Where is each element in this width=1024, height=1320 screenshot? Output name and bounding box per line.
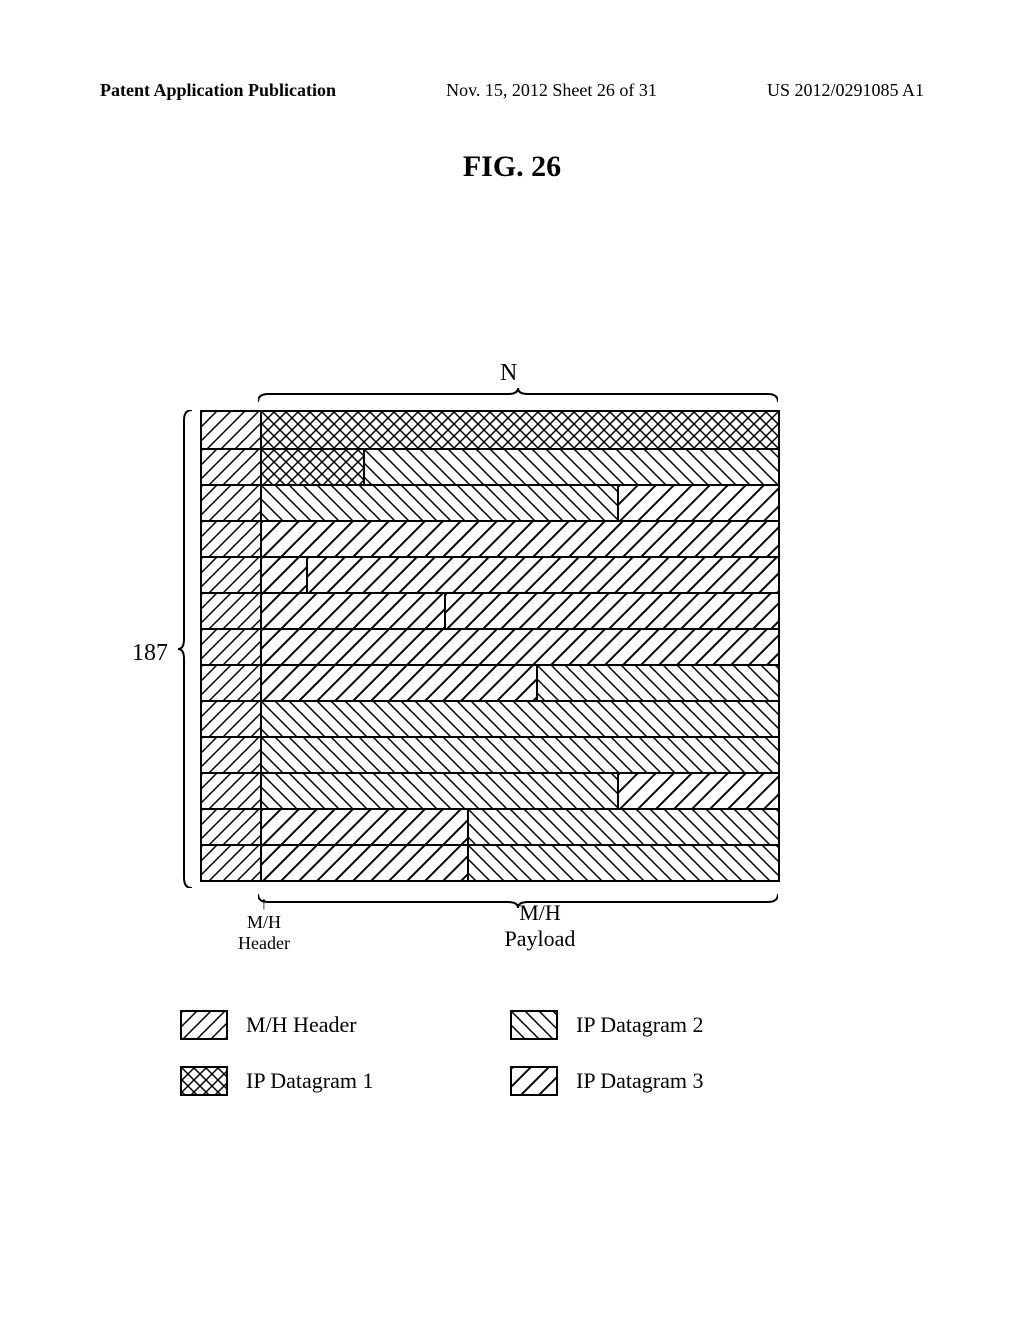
legend-label: IP Datagram 1 (246, 1068, 373, 1094)
legend: M/H HeaderIP Datagram 2IP Datagram 1IP D… (180, 1010, 860, 1122)
row-count-label: 187 (132, 640, 168, 667)
segment-dg3 (260, 522, 778, 556)
legend-row: M/H Header IP Datagram 2 (180, 1010, 860, 1040)
segment-dg3 (617, 486, 778, 520)
segment-dg3 (444, 594, 778, 628)
grid-row (202, 484, 778, 520)
segment-dg3 (260, 630, 778, 664)
grid-row (202, 520, 778, 556)
segment-header (202, 846, 260, 880)
legend-row: IP Datagram 1 IP Datagram 3 (180, 1066, 860, 1096)
segment-dg3 (260, 810, 467, 844)
segment-dg3 (260, 558, 306, 592)
header-right: US 2012/0291085 A1 (767, 80, 924, 101)
grid-row (202, 556, 778, 592)
legend-label: M/H Header (246, 1012, 357, 1038)
grid-row (202, 844, 778, 880)
segment-dg2 (260, 702, 778, 736)
grid-row (202, 412, 778, 448)
legend-swatch-dg1 (180, 1066, 228, 1096)
segment-dg3 (260, 846, 467, 880)
segment-header (202, 666, 260, 700)
segment-dg2 (467, 846, 778, 880)
legend-item: IP Datagram 1 (180, 1066, 510, 1096)
grid-row (202, 772, 778, 808)
legend-item: IP Datagram 2 (510, 1010, 840, 1040)
grid-row (202, 448, 778, 484)
legend-label: IP Datagram 3 (576, 1068, 703, 1094)
segment-header (202, 594, 260, 628)
segment-dg3 (260, 594, 444, 628)
segment-dg2 (260, 774, 617, 808)
segment-header (202, 630, 260, 664)
segment-dg2 (260, 738, 778, 772)
legend-item: M/H Header (180, 1010, 510, 1040)
segment-header (202, 702, 260, 736)
segment-dg2 (260, 486, 617, 520)
figure-title: FIG. 26 (0, 150, 1024, 184)
publication-header: Patent Application Publication Nov. 15, … (0, 80, 1024, 101)
segment-dg1 (260, 412, 778, 448)
segment-dg2 (467, 810, 778, 844)
segment-dg3 (306, 558, 778, 592)
segment-header (202, 486, 260, 520)
n-label: N (500, 360, 517, 387)
segment-dg3 (260, 666, 536, 700)
grid-row (202, 592, 778, 628)
header-left: Patent Application Publication (100, 80, 336, 101)
legend-swatch-header (180, 1010, 228, 1040)
segment-header (202, 450, 260, 484)
segment-dg2 (536, 666, 778, 700)
grid-row (202, 808, 778, 844)
legend-swatch-dg3 (510, 1066, 558, 1096)
legend-label: IP Datagram 2 (576, 1012, 703, 1038)
grid-row (202, 700, 778, 736)
grid-row (202, 736, 778, 772)
legend-swatch-dg2 (510, 1010, 558, 1040)
mh-payload-label: M/HPayload (480, 900, 600, 952)
segment-header (202, 774, 260, 808)
segment-dg1 (260, 450, 364, 484)
diagram: N 187 ↑ M/HHeader M/HPayload (200, 410, 780, 882)
segment-header (202, 558, 260, 592)
segment-header (202, 738, 260, 772)
header-center: Nov. 15, 2012 Sheet 26 of 31 (446, 80, 657, 101)
segment-dg2 (363, 450, 778, 484)
n-brace-icon (258, 388, 778, 404)
segment-header (202, 412, 260, 448)
legend-item: IP Datagram 3 (510, 1066, 840, 1096)
segment-header (202, 522, 260, 556)
segment-dg3 (617, 774, 778, 808)
packet-grid (200, 410, 780, 882)
row-brace-icon (178, 410, 194, 888)
grid-row (202, 664, 778, 700)
grid-row (202, 628, 778, 664)
mh-header-text: M/HHeader (238, 912, 290, 953)
segment-header (202, 810, 260, 844)
